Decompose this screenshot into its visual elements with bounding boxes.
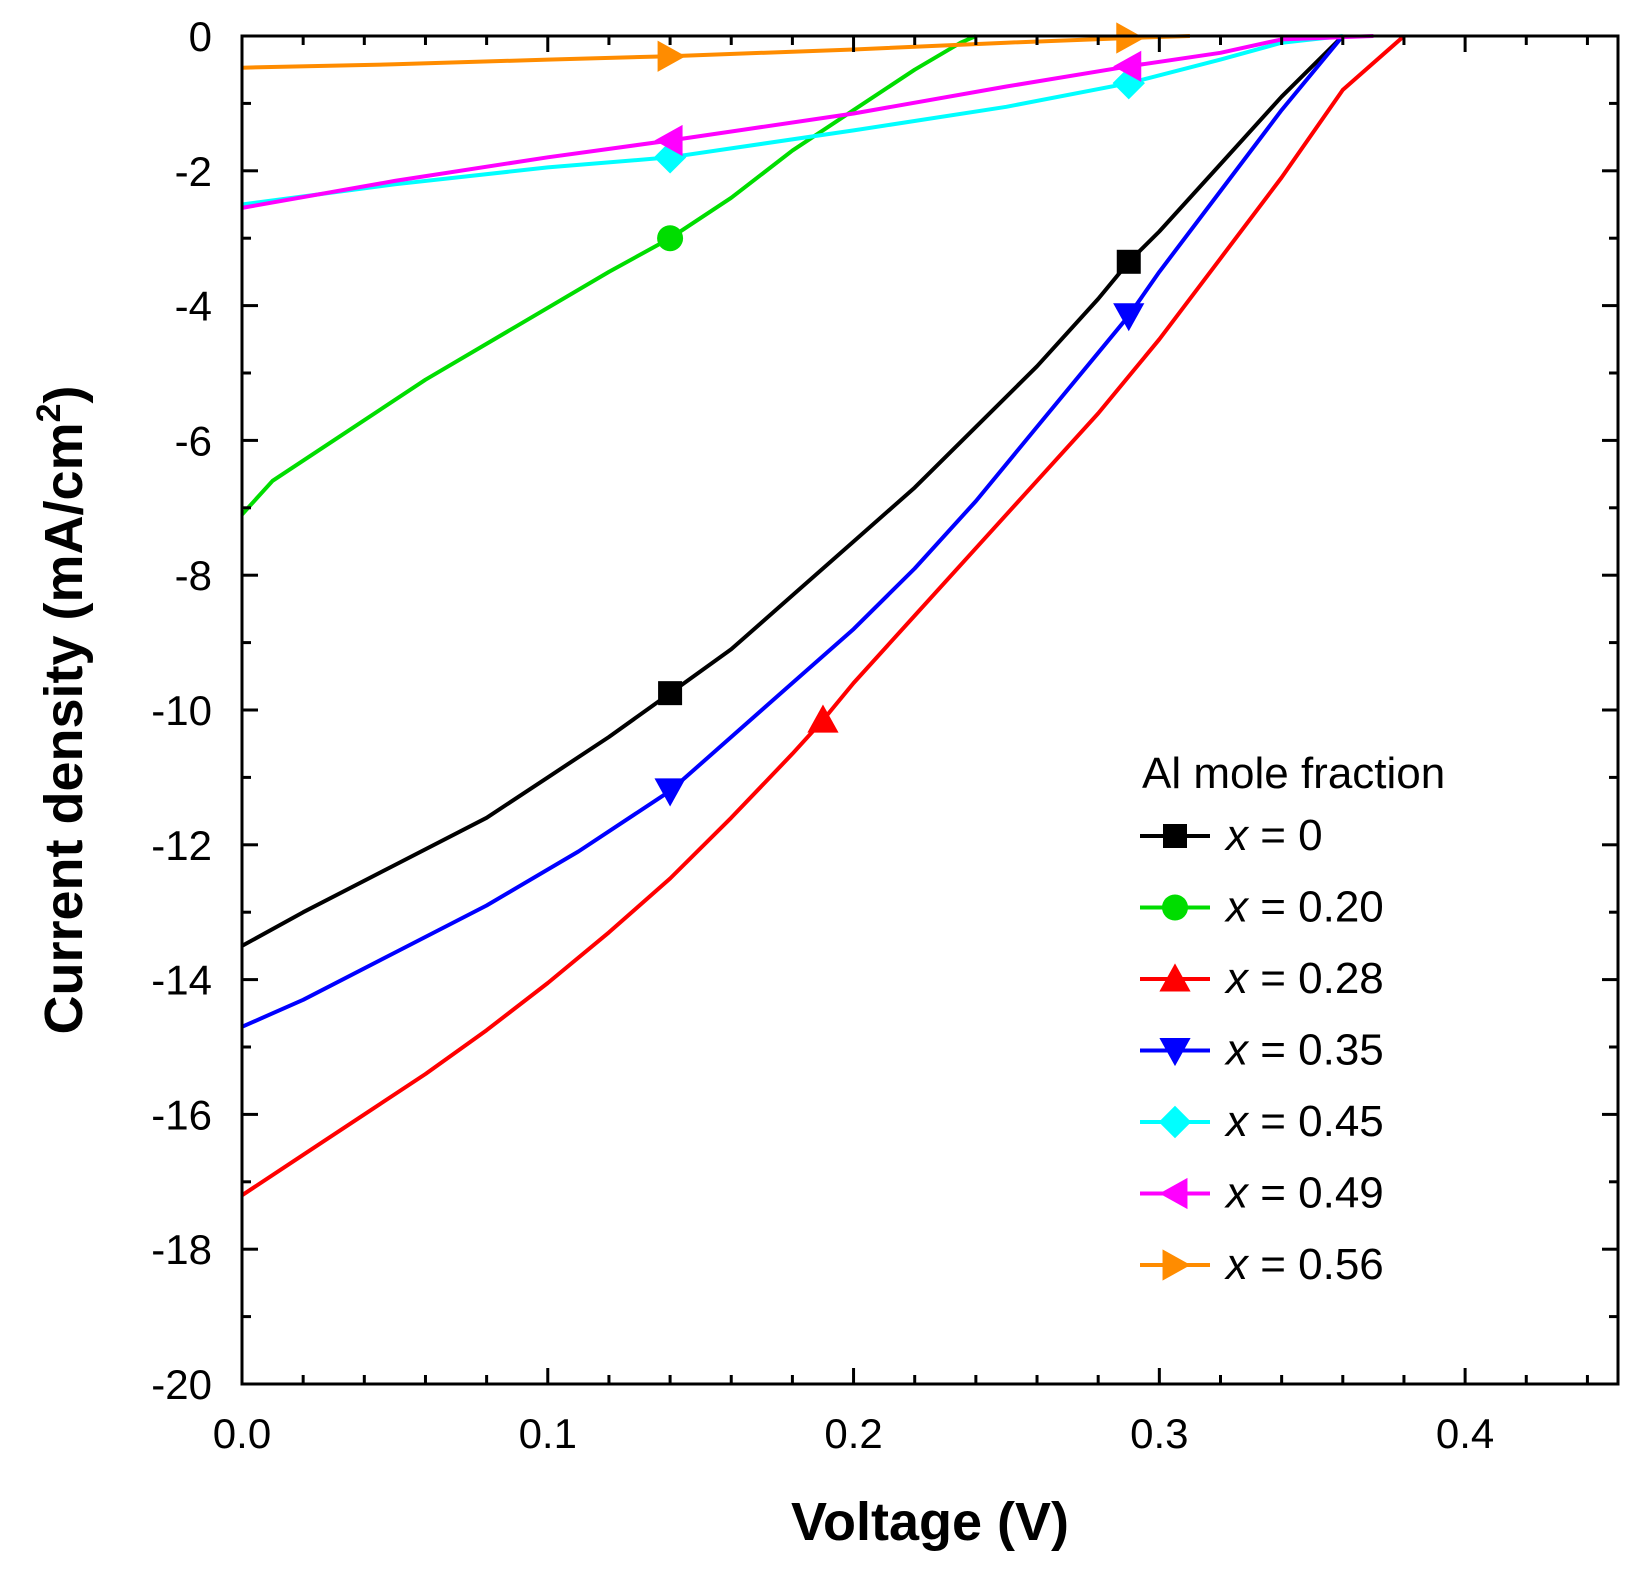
legend-swatch-marker [1159,1038,1191,1067]
y-tick-label: -8 [175,552,212,599]
y-tick-label: -4 [175,283,212,330]
data-point [1113,303,1145,332]
data-point [654,778,686,807]
legend-swatch-marker [1158,1105,1192,1139]
legend-value: = 0 [1248,811,1323,860]
x-axis-title: Voltage (V) [791,1492,1069,1552]
legend: Al mole fraction x = 0x = 0.20x = 0.28x … [1140,749,1445,1289]
series-line [241,34,1344,207]
data-point [654,124,683,157]
y-tick-label: -18 [151,1226,212,1273]
legend-variable: x [1224,811,1250,860]
data-point [1113,50,1142,82]
legend-swatch-marker [1159,963,1191,992]
legend-value: = 0.49 [1248,1169,1384,1218]
series-0-28 [240,34,1406,1197]
series-0-35 [241,34,1345,1029]
series-layer [240,22,1406,1197]
series-0-49 [241,34,1374,210]
series-line [240,34,977,516]
x-tick-label: 0.2 [824,1410,882,1457]
y-tick-label: -16 [151,1091,212,1138]
series-line [241,34,1190,70]
series-0 [241,34,1345,948]
y-tick-label: -2 [175,148,212,195]
legend-swatch-marker [1162,1249,1191,1281]
legend-label: x = 0.49 [1224,1169,1384,1218]
legend-value: = 0.28 [1248,954,1384,1003]
legend-entry: x = 0.45 [1140,1097,1384,1146]
legend-value: = 0.56 [1248,1240,1384,1289]
legend-swatch-marker [1159,1177,1188,1210]
legend-value: = 0.20 [1248,883,1384,932]
legend-entry: x = 0.56 [1140,1240,1384,1289]
series-0-56 [241,22,1190,72]
y-tick-label: -20 [151,1361,212,1408]
legend-variable: x [1224,1240,1250,1289]
legend-variable: x [1224,1026,1250,1075]
y-tick-label: -10 [151,687,212,734]
series-line [241,34,1345,1029]
x-tick-label: 0.3 [1130,1410,1188,1457]
y-tick-label: -12 [151,822,212,869]
legend-label: x = 0.45 [1224,1097,1384,1146]
legend-label: x = 0.35 [1224,1026,1384,1075]
series-line [240,34,1406,1197]
y-axis-title-superscript: 2 [30,403,68,422]
legend-value: = 0.45 [1248,1097,1384,1146]
data-point [657,225,684,252]
legend-variable: x [1224,954,1250,1003]
legend-label: x = 0.56 [1224,1240,1384,1289]
y-axis-title-close: ) [34,385,94,403]
data-point [1116,22,1145,54]
legend-title: Al mole fraction [1142,749,1445,798]
series-line [241,34,1374,210]
legend-swatch-marker [1162,894,1188,921]
x-tick-label: 0.1 [519,1410,577,1457]
legend-label: x = 0 [1224,811,1323,860]
y-tick-label: -6 [175,417,212,464]
data-point [1116,249,1141,274]
y-tick-label: -14 [151,957,212,1004]
x-tick-label: 0.0 [213,1410,271,1457]
legend-entry: x = 0.28 [1140,954,1384,1003]
y-tick-label: 0 [189,13,212,60]
legend-variable: x [1224,883,1250,932]
legend-swatch-marker [1163,824,1187,848]
data-point [653,141,687,174]
data-point [657,40,686,72]
plot-frame [240,34,1620,1386]
ticks-layer: 0.0 0.1 0.2 0.3 0.4 0 -2 -4 -6 -8 -10 -12 -14 -16 -18 -… [151,13,1618,1457]
series-line [241,34,1345,948]
series-0-20 [240,34,977,516]
legend-entry: x = 0.49 [1140,1169,1384,1218]
legend-entry: x = 0 [1140,811,1323,860]
y-axis-title-main: Current density (mA/cm [34,422,94,1034]
data-point [658,681,683,706]
legend-value: = 0.35 [1248,1026,1384,1075]
y-axis-title: Current density (mA/cm2) [30,385,94,1034]
legend-variable: x [1224,1169,1250,1218]
legend-label: x = 0.20 [1224,883,1384,932]
legend-entry: x = 0.20 [1140,883,1384,932]
data-point [807,704,839,733]
legend-entry: x = 0.35 [1140,1026,1384,1075]
legend-variable: x [1224,1097,1250,1146]
x-tick-label: 0.4 [1436,1410,1494,1457]
legend-label: x = 0.28 [1224,954,1384,1003]
